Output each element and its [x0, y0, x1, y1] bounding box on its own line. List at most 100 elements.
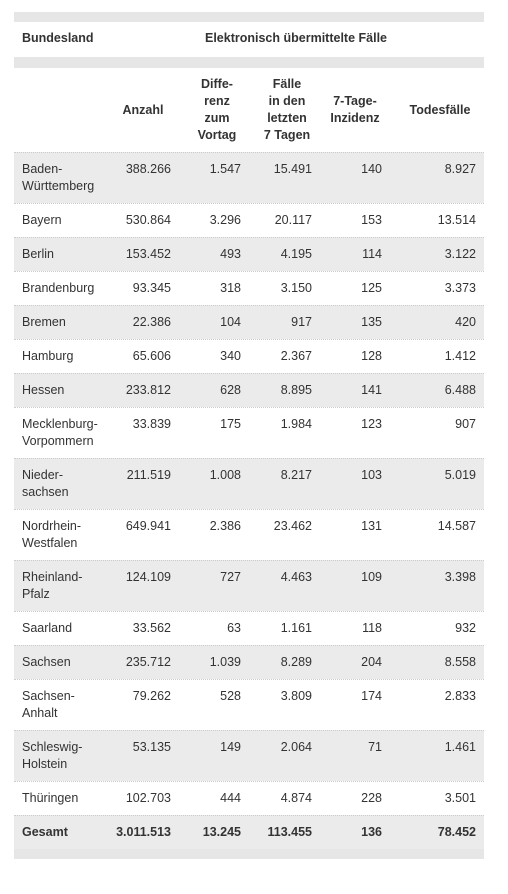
table-row	[14, 509, 484, 560]
cell-value: 388.266	[125, 162, 171, 176]
cell-value: 109	[361, 570, 382, 584]
cell-value: 727	[220, 570, 241, 584]
cell-value: 103	[361, 468, 382, 482]
cell-value: 118	[362, 621, 382, 635]
band	[14, 57, 484, 68]
cell-value: 1.984	[280, 417, 312, 431]
cell-value: 23.462	[273, 519, 312, 533]
cell-value: 340	[220, 349, 241, 363]
cell-value: 5.019	[444, 468, 476, 482]
row-label: Mecklenburg- Vorpommern	[22, 417, 98, 448]
cell-value: 228	[361, 791, 382, 805]
cell-value: 233.812	[125, 383, 171, 397]
table-row	[14, 781, 484, 815]
cell-value: 4.463	[280, 570, 312, 584]
header-cell: Todesfälle	[409, 102, 471, 117]
band	[14, 12, 484, 22]
cell-value: 140	[361, 162, 382, 176]
cell-value: 102.703	[125, 791, 171, 805]
cell-value: 530.864	[125, 213, 171, 227]
cell-value: 113.455	[267, 825, 313, 839]
cell-value: 153	[361, 213, 382, 227]
table-row	[14, 560, 484, 611]
cell-value: 131	[361, 519, 382, 533]
cell-value: 33.562	[132, 621, 171, 635]
cell-value: 153.452	[125, 247, 171, 261]
cell-value: 53.135	[132, 740, 171, 754]
row-label: Bremen	[22, 315, 66, 329]
table-row	[14, 407, 484, 458]
cell-value: 204	[361, 655, 382, 669]
cell-value: 141	[361, 383, 382, 397]
cell-value: 114	[362, 247, 382, 261]
cell-value: 14.587	[437, 519, 476, 533]
cell-value: 2.386	[209, 519, 241, 533]
table-row	[14, 237, 484, 271]
row-label: Schleswig- Holstein	[22, 740, 83, 771]
table-row	[14, 458, 484, 509]
cell-value: 128	[361, 349, 382, 363]
cell-value: 123	[361, 417, 382, 431]
cell-value: 444	[220, 791, 241, 805]
cell-value: 2.064	[280, 740, 312, 754]
cell-value: 8.895	[280, 383, 312, 397]
cell-value: 149	[220, 740, 241, 754]
table-row	[14, 815, 484, 849]
cell-value: 125	[361, 281, 382, 295]
row-label: Hessen	[22, 383, 65, 397]
cell-value: 3.809	[280, 689, 312, 703]
cell-value: 3.296	[209, 213, 241, 227]
table-row	[14, 730, 484, 781]
cell-value: 4.195	[280, 247, 312, 261]
cell-value: 8.558	[444, 655, 476, 669]
cell-value: 1.412	[444, 349, 476, 363]
cell-value: 4.874	[280, 791, 312, 805]
cell-value: 13.514	[437, 213, 476, 227]
row-label: Nieder- sachsen	[22, 468, 69, 499]
table-row	[14, 305, 484, 339]
cell-value: 63	[227, 621, 241, 635]
cell-value: 13.245	[202, 825, 241, 839]
cell-value: 15.491	[273, 162, 312, 176]
cell-value: 3.373	[444, 281, 476, 295]
cell-value: 8.289	[280, 655, 312, 669]
table-row	[14, 339, 484, 373]
cell-value: 3.122	[444, 247, 476, 261]
table-row	[14, 152, 484, 203]
cell-value: 136	[361, 825, 382, 839]
row-label: Nordrhein- Westfalen	[22, 519, 82, 550]
cell-value: 79.262	[132, 689, 171, 703]
row-label: Hamburg	[22, 349, 74, 363]
row-label: Sachsen	[22, 655, 71, 669]
row-label: Gesamt	[22, 825, 68, 839]
cell-value: 6.488	[444, 383, 476, 397]
cell-value: 2.367	[280, 349, 312, 363]
cell-value: 8.217	[280, 468, 312, 482]
cell-value: 174	[361, 689, 382, 703]
table-row	[14, 645, 484, 679]
cell-value: 1.008	[209, 468, 241, 482]
cell-value: 917	[291, 315, 312, 329]
header-cell: Fälle in den letzten 7 Tagen	[263, 77, 311, 142]
cell-value: 628	[220, 383, 241, 397]
row-label: Saarland	[22, 621, 73, 635]
table-row	[14, 611, 484, 645]
cell-value: 71	[368, 740, 382, 754]
row-label: Bayern	[22, 213, 62, 227]
header-group: Elektronisch übermittelte Fälle	[205, 31, 387, 45]
row-label: Sachsen- Anhalt	[22, 689, 75, 720]
cell-value: 528	[220, 689, 241, 703]
cell-value: 3.011.513	[116, 825, 171, 839]
cell-value: 318	[220, 281, 241, 295]
cell-value: 420	[455, 315, 476, 329]
row-label: Rheinland- Pfalz	[22, 570, 83, 601]
cell-value: 65.606	[132, 349, 171, 363]
row-label: Thüringen	[22, 791, 79, 805]
row-label: Baden- Württemberg	[22, 162, 95, 193]
cell-value: 1.547	[209, 162, 241, 176]
cell-value: 1.039	[209, 655, 241, 669]
table-row	[14, 373, 484, 407]
table-row	[14, 203, 484, 237]
header-cell: Anzahl	[122, 102, 164, 117]
